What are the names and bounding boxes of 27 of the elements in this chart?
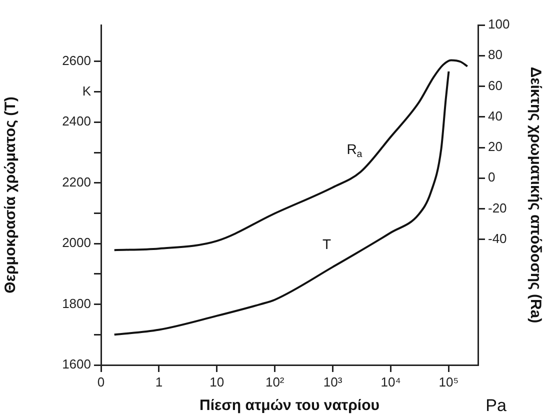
- y-tick-label: 1600: [62, 356, 91, 372]
- y-tick-label: 2200: [62, 174, 91, 190]
- series-label: T: [322, 236, 332, 252]
- x-tick-label: 10: [210, 374, 224, 390]
- y-tick-label: 2000: [62, 235, 91, 250]
- x-tick-label: 10⁵: [438, 374, 459, 390]
- y2-tick-label: 20: [488, 139, 502, 154]
- y2-tick-label: 40: [488, 108, 502, 124]
- y-tick-label: K: [82, 83, 92, 98]
- y2-tick-label: 80: [488, 47, 502, 62]
- y2-tick-label: -20: [488, 200, 507, 216]
- x-axis-title: Πίεση ατμών του νατρίου: [200, 397, 380, 414]
- y-axis-title: Θερμοκρασία χρώματος (T): [2, 96, 20, 294]
- y-tick-label: 2400: [62, 114, 91, 129]
- y2-tick-label: 60: [488, 78, 502, 93]
- y-tick-label: 2600: [62, 53, 91, 68]
- x-tick-label: 10⁴: [380, 374, 401, 390]
- y2-tick-label: 100: [488, 16, 510, 32]
- y2-tick-label: 0: [488, 170, 496, 185]
- y2-axis-title: Δείκτης χρωματικής απόδοσης (Ra): [526, 66, 544, 324]
- x-tick-label: 10²: [265, 374, 285, 390]
- y-tick-label: 1800: [62, 296, 91, 311]
- x-tick-label: 10³: [323, 374, 343, 390]
- x-tick-label: 0: [97, 374, 105, 390]
- text: Pa: [486, 396, 507, 416]
- y2-tick-label: -40: [488, 230, 507, 246]
- x-tick-label: 1: [155, 374, 163, 390]
